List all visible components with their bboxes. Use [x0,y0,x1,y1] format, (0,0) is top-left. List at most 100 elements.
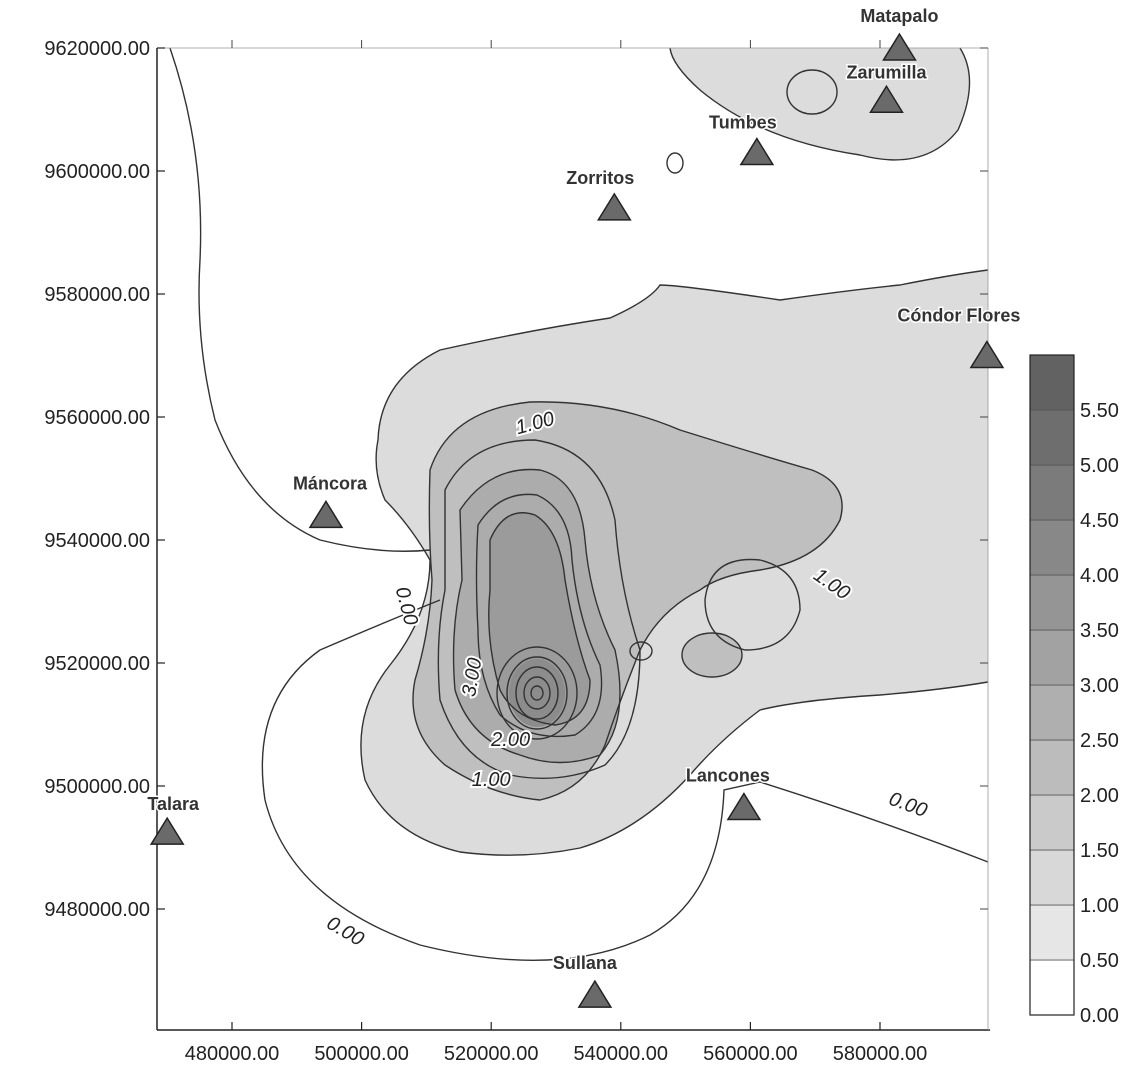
y-tick-label: 9540000.00 [44,530,150,552]
station-label: Zarumilla [846,62,927,82]
legend-label: 0.00 [1080,1005,1119,1027]
contour-5-5 [530,685,544,701]
station: Matapalo [859,5,940,61]
legend-label: 4.50 [1080,510,1119,532]
legend-swatch [1029,684,1075,741]
station-label: Tumbes [709,113,777,133]
legend-swatch [1029,464,1075,521]
contour-tumbes-blob [786,69,838,115]
y-tick-label: 9520000.00 [44,653,150,675]
contour-2-5 [475,493,603,738]
legend-label: 1.00 [1080,895,1119,917]
fill-region-3-plus [488,512,590,725]
contour-label: 0.00 [391,584,422,627]
legend-swatch [1029,519,1075,576]
station-label: Talara [147,794,200,814]
station: Máncora [291,472,369,529]
contour-small-blob [629,641,653,661]
contour-3-5 [496,646,578,740]
contour-east-blob [681,632,743,678]
legend-label: 2.50 [1080,730,1119,752]
legend-swatch [1029,904,1075,961]
legend-swatch [1029,574,1075,631]
y-tick-label: 9580000.00 [44,284,150,306]
station-triangle-icon [969,340,1005,369]
station-triangle-icon [149,816,185,845]
station: Cóndor Flores [896,304,1022,369]
station-triangle-icon [869,84,904,114]
legend-label: 3.50 [1080,620,1119,642]
y-tick-label: 9480000.00 [44,899,150,921]
station-triangle-icon [577,979,613,1008]
contour-0-outer-west [169,47,431,552]
station-triangle-icon [882,32,917,61]
y-tick-label: 9600000.00 [44,161,150,183]
contour-0-south-loop [261,599,989,962]
legend-label: 2.00 [1080,785,1119,807]
plot-frame [156,47,990,1031]
station-triangle-icon [308,499,344,529]
contour-0-north-east [669,47,971,161]
legend-swatch [1029,849,1075,906]
legend-label: 1.50 [1080,840,1119,862]
legend-label: 5.50 [1080,400,1119,422]
station-triangle-icon [596,192,632,221]
legend-frame [1029,354,1075,1016]
legend-swatch [1029,959,1075,1016]
contour-4 [506,656,568,730]
y-tick-label: 9560000.00 [44,407,150,429]
y-axis-ticks: 9620000.00 9600000.00 9580000.00 9560000.00… [44,38,988,921]
station-triangle-icon [726,792,762,821]
contour-lines [169,47,989,962]
fill-region-east-blob [682,633,742,677]
legend-swatch [1029,794,1075,851]
contour-2 [452,468,621,764]
x-tick-label: 480000.00 [185,1043,280,1065]
x-tick-label: 560000.00 [703,1043,798,1065]
station-triangle-icon [739,137,775,166]
contour-0-main [377,269,989,441]
contour-1-5 [437,439,641,779]
legend-swatch [1029,354,1075,411]
legend-label: 0.50 [1080,950,1119,972]
fill-regions [360,48,989,856]
legend-swatch [1029,629,1075,686]
x-tick-label: 520000.00 [444,1043,539,1065]
y-tick-label: 9620000.00 [44,38,150,60]
contour-1-east [704,558,801,651]
station: Talara [146,793,202,845]
contour-zorritos-blob [666,152,684,174]
station-label: Sullana [553,953,618,973]
x-tick-label: 580000.00 [833,1043,928,1065]
station: Sullana [551,952,619,1008]
fill-region-north [670,48,970,160]
contour-4-5 [515,666,559,720]
station: Lancones [684,764,771,821]
legend-swatch [1029,739,1075,796]
fill-region-core [509,659,565,727]
y-tick-label: 9500000.00 [44,776,150,798]
x-axis-ticks: 480000.00 500000.00 520000.00 540000.00 5600… [185,40,928,1065]
contour-label: 1.00 [472,769,511,791]
contour-5 [523,676,551,710]
legend-label: 4.00 [1080,565,1119,587]
x-tick-label: 500000.00 [314,1043,409,1065]
station: Zorritos [565,166,636,221]
station-label: Lancones [686,766,770,786]
stations: Matapalo Zarumilla Tumbes Zorritos Cóndor Fl… [146,5,1022,1008]
legend-swatch [1029,409,1075,466]
station-label: Zorritos [566,168,634,188]
legend-label: 3.00 [1080,675,1119,697]
x-tick-label: 540000.00 [574,1043,669,1065]
station-label: Cóndor Flores [897,306,1020,326]
contour-1 [412,401,843,801]
contour-label: 0.00 [886,788,930,822]
station: Zarumilla [845,61,929,114]
contour-label: 2.00 [490,729,530,751]
legend-label: 5.00 [1080,455,1119,477]
station-label: Matapalo [860,6,938,26]
station: Tumbes [708,111,778,166]
contour-3 [488,512,591,726]
